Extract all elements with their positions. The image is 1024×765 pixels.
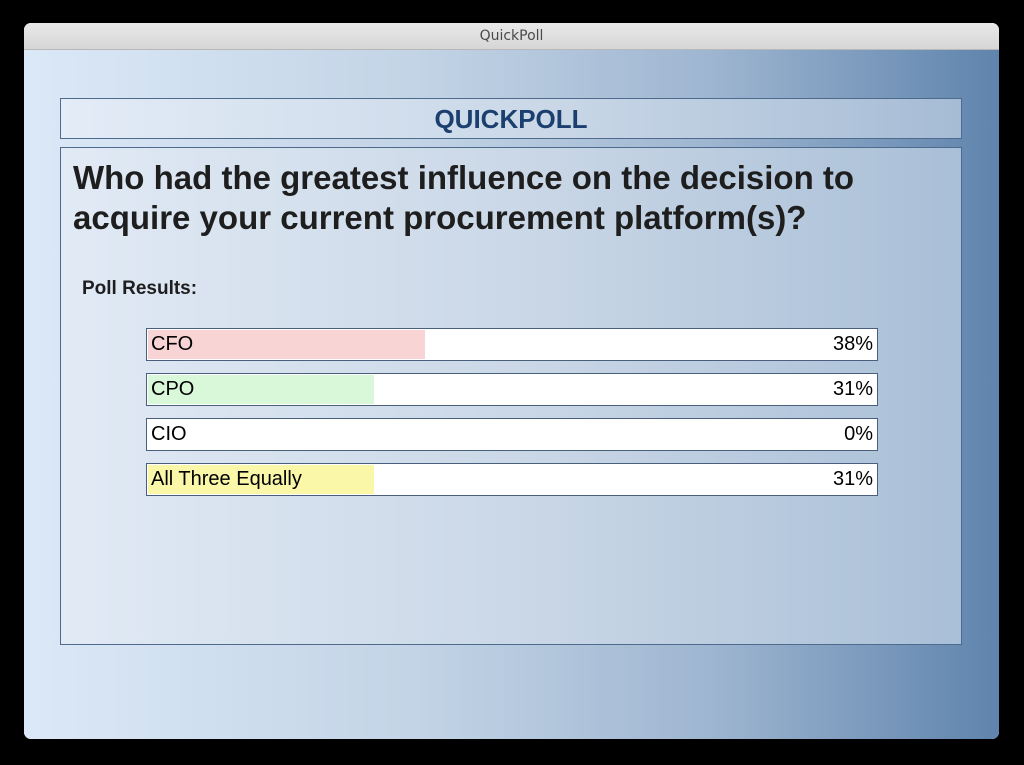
poll-result-percent: 38%: [832, 333, 873, 355]
poll-content: QUICKPOLL Who had the greatest influence…: [24, 50, 999, 739]
window-title: QuickPoll: [479, 28, 544, 44]
poll-results-list: CFO 38% CPO 31% CIO 0% All Three Equally…: [146, 328, 878, 508]
window-titlebar[interactable]: QuickPoll: [24, 23, 999, 50]
poll-panel: Who had the greatest influence on the de…: [60, 147, 962, 645]
poll-result-percent: 31%: [832, 468, 873, 490]
app-window: QuickPoll QUICKPOLL Who had the greatest…: [24, 23, 999, 739]
poll-result-bar: [148, 375, 374, 404]
poll-result-row: CIO 0%: [146, 418, 878, 451]
poll-result-label: CIO: [151, 423, 187, 445]
poll-result-label: CFO: [151, 333, 194, 355]
poll-header: QUICKPOLL: [60, 98, 962, 139]
poll-result-percent: 31%: [832, 378, 873, 400]
poll-result-row: CFO 38%: [146, 328, 878, 361]
poll-result-percent: 0%: [844, 423, 873, 445]
poll-result-bar: [148, 330, 425, 359]
poll-question: Who had the greatest influence on the de…: [73, 159, 855, 236]
poll-result-row: All Three Equally 31%: [146, 463, 878, 496]
poll-results-label: Poll Results:: [82, 278, 198, 299]
poll-result-bar: [148, 465, 374, 494]
poll-result-label: CPO: [151, 378, 195, 400]
poll-header-title: QUICKPOLL: [434, 104, 588, 134]
poll-result-label: All Three Equally: [151, 468, 302, 490]
poll-result-row: CPO 31%: [146, 373, 878, 406]
